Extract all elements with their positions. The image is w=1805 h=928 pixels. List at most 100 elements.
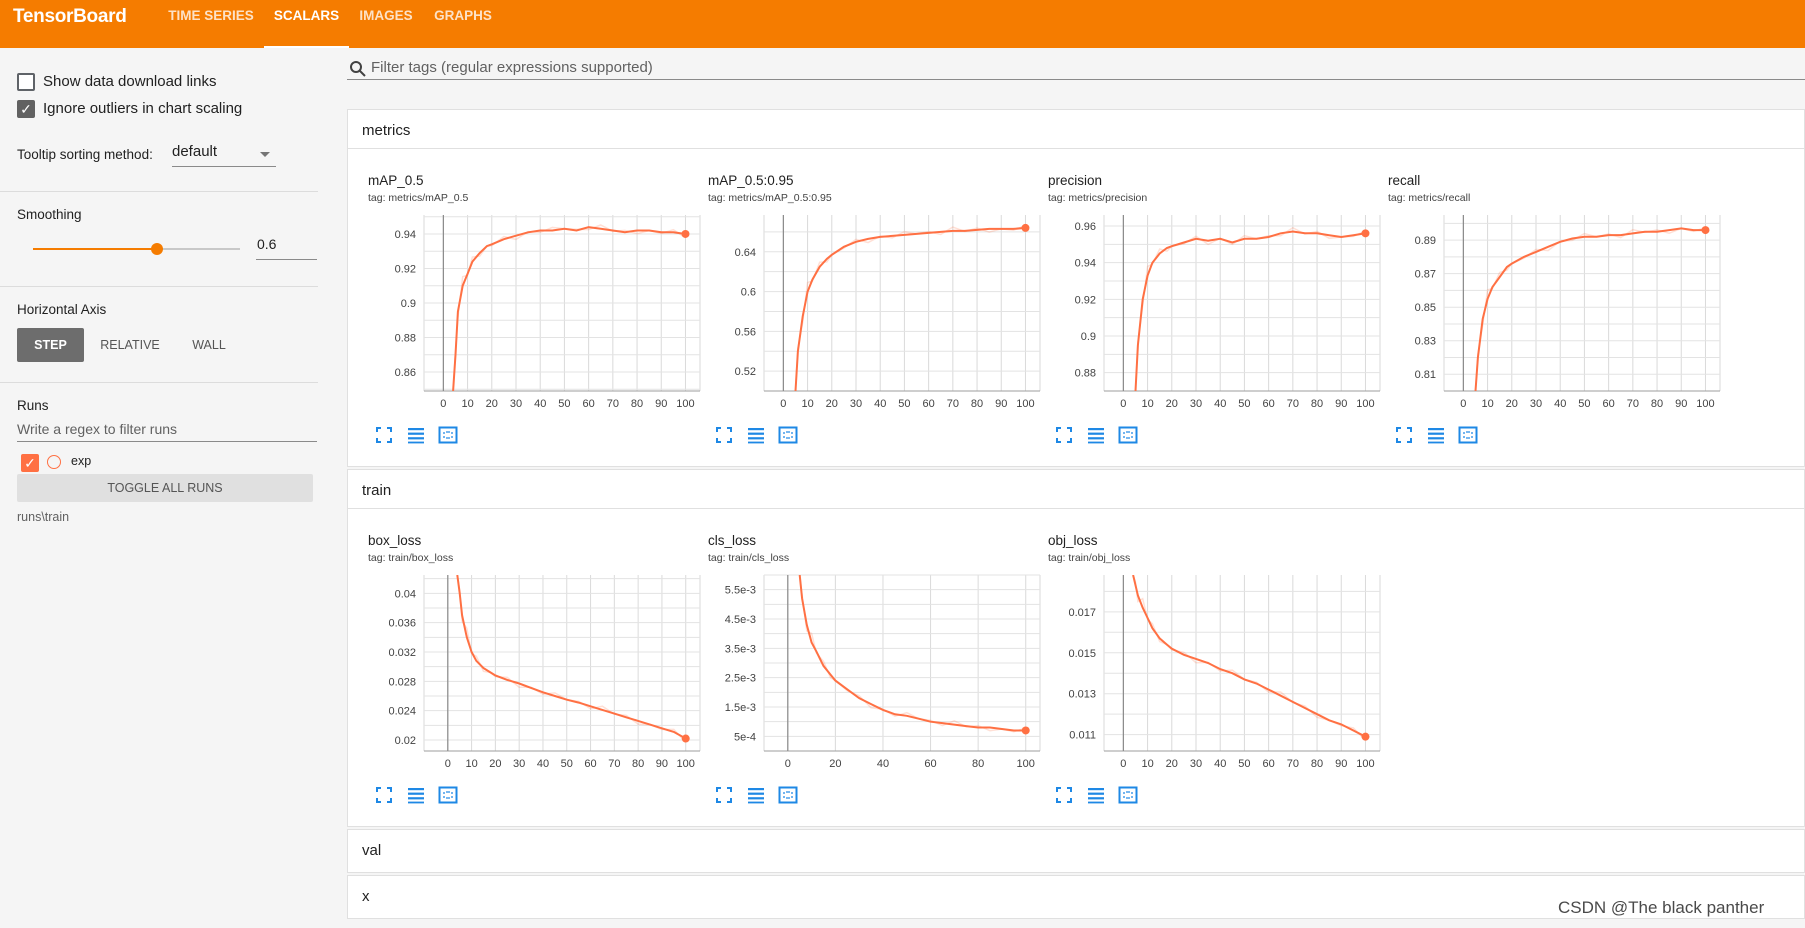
chart-plot[interactable]: 0 20 40 60 80 100 5e-4 1.5e-3 2.5e-3 3.5e-3 4.5e-3… [704, 573, 1044, 773]
chart-plot[interactable]: 0 10 20 30 40 50 60 70 80 90 100 0.81 0.83 0.85 0.87 0.… [1384, 213, 1724, 413]
x-tick-label: 80 [631, 398, 643, 410]
x-tick-label: 70 [1287, 398, 1299, 410]
x-tick-label: 40 [1214, 398, 1226, 410]
run-color-swatch[interactable] [47, 455, 61, 469]
tab-images[interactable]: IMAGES [359, 8, 413, 23]
x-tick-label: 50 [558, 398, 570, 410]
chart-plot[interactable]: 0 10 20 30 40 50 60 70 80 90 100 0.02 0.024 0.028 0.03… [364, 573, 704, 773]
fullscreen-icon[interactable] [374, 785, 394, 805]
smoothing-slider-thumb[interactable] [151, 243, 163, 255]
x-tick-label: 40 [874, 398, 886, 410]
fullscreen-icon[interactable] [1054, 425, 1074, 445]
app-logo: TensorBoard [13, 6, 127, 27]
x-tick-label: 30 [1190, 398, 1202, 410]
section-header[interactable]: metrics [348, 110, 1804, 149]
log-scale-icon[interactable] [1426, 425, 1446, 445]
tooltip-sorting-select[interactable]: default [172, 143, 276, 167]
log-scale-icon[interactable] [406, 425, 426, 445]
chart-title: recall [1388, 173, 1421, 188]
x-tick-label: 0 [1120, 758, 1126, 770]
fit-domain-icon[interactable] [1118, 785, 1138, 805]
chart-title: box_loss [368, 533, 422, 548]
smoothing-slider-track[interactable] [33, 248, 240, 250]
x-tick-label: 20 [489, 758, 501, 770]
fit-domain-icon[interactable] [438, 785, 458, 805]
chart-title: mAP_0.5 [368, 173, 424, 188]
raw-series-line [798, 575, 1026, 733]
chart-plot[interactable]: 0 10 20 30 40 50 60 70 80 90 100 0.52 0.56 0.6 0.64 [704, 213, 1044, 413]
tab-scalars[interactable]: SCALARS [264, 0, 349, 48]
section-header[interactable]: train [348, 470, 1804, 509]
x-tick-label: 80 [1311, 758, 1323, 770]
fullscreen-icon[interactable] [374, 425, 394, 445]
x-tick-label: 50 [898, 398, 910, 410]
log-scale-icon[interactable] [1086, 425, 1106, 445]
fullscreen-icon[interactable] [1394, 425, 1414, 445]
x-tick-label: 90 [655, 398, 667, 410]
y-tick-label: 0.015 [1068, 648, 1096, 660]
x-tick-label: 40 [537, 758, 549, 770]
y-tick-label: 0.011 [1069, 730, 1096, 742]
show-download-checkbox[interactable] [17, 73, 35, 91]
fit-domain-icon[interactable] [1458, 425, 1478, 445]
x-tick-label: 70 [607, 398, 619, 410]
section-metrics: metrics [347, 109, 1805, 467]
y-tick-label: 0.96 [1075, 221, 1096, 233]
x-tick-label: 60 [584, 758, 596, 770]
log-scale-icon[interactable] [746, 785, 766, 805]
axis-step-button[interactable]: STEP [17, 328, 84, 362]
chart-plot[interactable]: 0 10 20 30 40 50 60 70 80 90 100 0.011 0.013 0.015 0.0… [1044, 573, 1384, 773]
x-tick-label: 50 [1238, 758, 1250, 770]
smoothing-input[interactable]: 0.6 [256, 236, 317, 260]
chart-plot[interactable]: 0 10 20 30 40 50 60 70 80 90 100 0.86 0.88 0.9 0.92 0.9… [364, 213, 704, 413]
fit-domain-icon[interactable] [438, 425, 458, 445]
divider [0, 191, 318, 192]
x-tick-label: 30 [1190, 758, 1202, 770]
chart-toolbar [374, 425, 464, 445]
ignore-outliers-checkbox[interactable]: ✓ [17, 100, 35, 118]
y-tick-label: 0.013 [1068, 689, 1096, 701]
tag-filter-input[interactable]: Filter tags (regular expressions support… [347, 56, 1805, 80]
fit-domain-icon[interactable] [1118, 425, 1138, 445]
x-tick-label: 30 [1530, 398, 1542, 410]
tab-graphs[interactable]: GRAPHS [434, 8, 492, 23]
x-tick-label: 80 [971, 398, 983, 410]
section-title: train [362, 482, 392, 499]
tab-time-series[interactable]: TIME SERIES [168, 8, 254, 23]
fullscreen-icon[interactable] [714, 425, 734, 445]
series-line [456, 575, 687, 740]
x-tick-label: 30 [513, 758, 525, 770]
x-tick-label: 0 [780, 398, 786, 410]
run-exp-checkbox[interactable]: ✓ [21, 454, 39, 472]
section-val[interactable]: val [347, 829, 1805, 873]
series-end-point [1701, 226, 1710, 235]
log-scale-icon[interactable] [746, 425, 766, 445]
x-tick-label: 70 [1287, 758, 1299, 770]
log-scale-icon[interactable] [1086, 785, 1106, 805]
x-tick-label: 100 [1356, 758, 1374, 770]
log-scale-icon[interactable] [406, 785, 426, 805]
section-x[interactable]: x [347, 875, 1805, 919]
y-tick-label: 0.52 [735, 366, 756, 378]
fullscreen-icon[interactable] [1054, 785, 1074, 805]
y-tick-label: 0.87 [1415, 269, 1436, 281]
fullscreen-icon[interactable] [714, 785, 734, 805]
chart-plot[interactable]: 0 10 20 30 40 50 60 70 80 90 100 0.88 0.9 0.92 0.94 0.9… [1044, 213, 1384, 413]
fit-domain-icon[interactable] [778, 785, 798, 805]
run-filter-input[interactable]: Write a regex to filter runs [17, 421, 317, 442]
chart-tag: tag: metrics/mAP_0.5 [368, 192, 469, 204]
tooltip-sorting-label: Tooltip sorting method: [17, 147, 153, 162]
fit-domain-icon[interactable] [778, 425, 798, 445]
x-tick-label: 70 [1627, 398, 1639, 410]
raw-series-line [794, 224, 1026, 391]
series-end-point [1361, 732, 1370, 741]
tag-filter-placeholder: Filter tags (regular expressions support… [371, 59, 653, 76]
toggle-all-runs-button[interactable]: TOGGLE ALL RUNS [17, 474, 313, 502]
x-tick-label: 90 [1335, 398, 1347, 410]
series-end-point [1021, 223, 1030, 232]
x-tick-label: 90 [1675, 398, 1687, 410]
axis-relative-button[interactable]: RELATIVE [100, 338, 160, 352]
axis-wall-button[interactable]: WALL [192, 338, 226, 352]
x-tick-label: 40 [1554, 398, 1566, 410]
x-tick-label: 20 [826, 398, 838, 410]
